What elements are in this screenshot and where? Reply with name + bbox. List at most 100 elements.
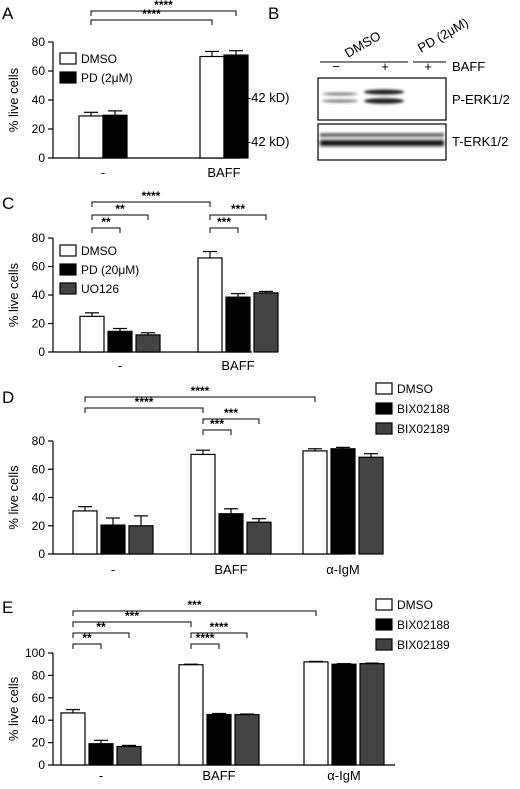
bar [128, 525, 154, 555]
bar [107, 330, 133, 353]
bar [330, 448, 356, 555]
blot-band-name-2: T-ERK1/2 [452, 134, 508, 149]
legend-swatch [375, 638, 393, 651]
x-category-label: BAFF [214, 562, 247, 577]
significance-label: *** [217, 215, 231, 229]
bar [218, 513, 244, 555]
significance-label: **** [142, 189, 161, 203]
significance-bracket [91, 201, 211, 207]
blot-baff-label: BAFF [452, 59, 485, 74]
legend-swatch [375, 382, 393, 395]
y-tick-label: 80 [32, 231, 46, 245]
significance-bracket [209, 227, 239, 233]
y-tick-label: 80 [32, 35, 46, 49]
legend-swatch [375, 618, 393, 631]
significance-bracket [90, 10, 237, 16]
bar [102, 114, 128, 159]
x-category-label: α-IgM [327, 768, 361, 783]
significance-bracket [190, 632, 248, 638]
y-tick-label: 60 [32, 462, 46, 476]
bar [246, 521, 272, 555]
bar [253, 292, 279, 353]
bar [72, 510, 98, 555]
legend-swatch [59, 71, 77, 84]
bar [78, 115, 104, 159]
y-tick-label: 40 [32, 713, 46, 727]
y-tick-label: 20 [32, 122, 46, 136]
significance-label: *** [125, 609, 139, 623]
significance-bracket [72, 632, 130, 638]
y-tick-label: 80 [32, 434, 46, 448]
blot-band [322, 99, 358, 103]
western-blot-panel: DMSO PD (2μM) − + + BAFF (44-42 kD) P-ER… [228, 15, 510, 161]
x-category-label: - [118, 358, 122, 373]
bar [223, 54, 249, 159]
x-category-label: α-IgM [326, 562, 360, 577]
panel-letter-d: D [2, 388, 14, 407]
y-tick-label: 40 [32, 288, 46, 302]
significance-bracket [202, 418, 260, 424]
legend-label: UO126 [81, 282, 119, 296]
significance-label: **** [154, 0, 173, 12]
significance-label: *** [187, 598, 201, 612]
bar [79, 315, 105, 353]
y-tick-label: 0 [38, 547, 45, 561]
significance-label: **** [135, 395, 154, 409]
significance-bracket [84, 407, 204, 413]
y-tick-label: 40 [32, 93, 46, 107]
panel-letter-e: E [2, 598, 13, 617]
bar [359, 663, 385, 766]
legend-label: BIX02189 [397, 638, 450, 652]
bar [358, 456, 384, 555]
significance-bracket [209, 214, 267, 220]
significance-bracket [72, 621, 192, 627]
legend-label: DMSO [81, 244, 117, 258]
legend-label: DMSO [397, 598, 433, 612]
legend-swatch [59, 263, 77, 276]
bar [178, 664, 204, 766]
bar [234, 713, 260, 766]
legend-swatch [59, 282, 77, 295]
y-tick-label: 40 [32, 491, 46, 505]
y-tick-label: 100 [25, 646, 45, 660]
y-axis-label: % live cells [6, 465, 21, 530]
panel-letter-a: A [2, 4, 14, 23]
blot-band [322, 92, 358, 96]
significance-label: ** [96, 620, 106, 634]
bar [197, 257, 223, 353]
y-tick-label: 0 [38, 151, 45, 165]
significance-label: **** [196, 631, 215, 645]
legend-label: BIX02188 [397, 618, 450, 632]
blot-lane-sign-2: + [381, 59, 389, 74]
legend-label: DMSO [397, 382, 433, 396]
bar [116, 745, 142, 766]
y-tick-label: 60 [32, 260, 46, 274]
blot-band [364, 98, 404, 104]
bar [88, 743, 114, 766]
y-axis-label: % live cells [6, 676, 21, 741]
bar [302, 450, 328, 555]
panel-letter-c: C [2, 194, 14, 213]
significance-bracket [190, 643, 220, 649]
legend-label: PD (20μM) [81, 263, 139, 277]
legend-label: BIX02188 [397, 402, 450, 416]
y-tick-label: 80 [32, 668, 46, 682]
blot-lane-sign-1: − [332, 59, 340, 74]
y-tick-label: 0 [38, 345, 45, 359]
significance-label: *** [231, 202, 245, 216]
bar [60, 712, 86, 766]
legend-swatch [59, 244, 77, 257]
significance-label: ** [115, 202, 125, 216]
x-category-label: - [111, 562, 115, 577]
blot-band-name-1: P-ERK1/2 [452, 92, 510, 107]
legend-label: DMSO [81, 52, 117, 66]
x-category-label: BAFF [202, 768, 235, 783]
significance-label: ** [101, 215, 111, 229]
bar [190, 453, 216, 555]
bar [100, 524, 126, 555]
significance-label: *** [210, 417, 224, 431]
x-category-label: - [99, 768, 103, 783]
